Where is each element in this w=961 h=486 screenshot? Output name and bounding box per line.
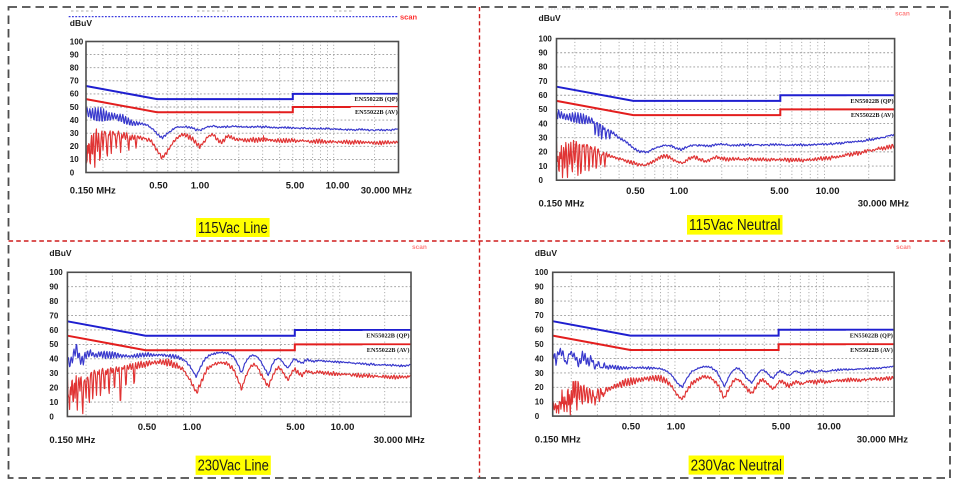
svg-text:80: 80 [539, 63, 548, 72]
svg-text:20: 20 [535, 383, 544, 392]
svg-text:scan: scan [895, 11, 910, 18]
svg-text:EN55022B (AV): EN55022B (AV) [355, 109, 398, 116]
svg-text:EN55022B (QP): EN55022B (QP) [850, 332, 893, 339]
svg-text:115Vac Line: 115Vac Line [198, 220, 268, 237]
svg-text:20: 20 [539, 148, 548, 157]
svg-text:100: 100 [49, 268, 63, 277]
svg-text:0.50: 0.50 [149, 180, 168, 191]
svg-text:50: 50 [70, 103, 79, 112]
svg-text:0: 0 [70, 168, 75, 177]
svg-text:80: 80 [49, 297, 58, 306]
svg-text:40: 40 [539, 119, 548, 128]
svg-text:30: 30 [49, 369, 58, 378]
svg-text:EN55022B (QP): EN55022B (QP) [366, 332, 409, 339]
svg-text:0.150 MHz: 0.150 MHz [49, 435, 95, 446]
svg-text:80: 80 [535, 297, 544, 306]
svg-text:dBuV: dBuV [49, 248, 72, 258]
svg-text:scan: scan [896, 244, 911, 251]
svg-text:0.150 MHz: 0.150 MHz [535, 434, 581, 445]
svg-text:90: 90 [535, 283, 544, 292]
svg-text:EN55022B (AV): EN55022B (AV) [851, 112, 894, 119]
svg-text:5.00: 5.00 [286, 422, 305, 433]
svg-text:5.00: 5.00 [770, 186, 789, 197]
svg-text:70: 70 [70, 77, 79, 86]
svg-text:10.00: 10.00 [331, 422, 355, 433]
svg-text:1.00: 1.00 [667, 422, 686, 433]
svg-text:50: 50 [539, 105, 548, 114]
svg-text:60: 60 [535, 326, 544, 335]
svg-text:30.000 MHz: 30.000 MHz [374, 435, 425, 446]
svg-text:0: 0 [539, 176, 544, 185]
svg-text:100: 100 [535, 268, 549, 277]
svg-text:1.00: 1.00 [670, 186, 689, 197]
svg-text:1.00: 1.00 [191, 180, 210, 191]
svg-text:0: 0 [49, 412, 54, 421]
svg-text:100: 100 [70, 37, 84, 46]
svg-text:1.00: 1.00 [183, 422, 202, 433]
svg-text:dBuV: dBuV [70, 18, 93, 28]
svg-text:10.00: 10.00 [817, 422, 841, 433]
svg-text:5.00: 5.00 [286, 180, 305, 191]
svg-text:230Vac Neutral: 230Vac Neutral [691, 457, 782, 474]
svg-text:30.000 MHz: 30.000 MHz [858, 198, 909, 209]
svg-text:20: 20 [49, 384, 58, 393]
svg-text:60: 60 [49, 326, 58, 335]
svg-text:EN55022B (AV): EN55022B (AV) [850, 347, 893, 354]
svg-text:30: 30 [535, 369, 544, 378]
svg-text:20: 20 [70, 142, 79, 151]
svg-text:scan: scan [400, 12, 418, 21]
svg-text:0.50: 0.50 [626, 186, 645, 197]
svg-text:EN55022B (QP): EN55022B (QP) [354, 96, 397, 103]
svg-text:30.000 MHz: 30.000 MHz [361, 185, 412, 196]
svg-text:10: 10 [49, 398, 58, 407]
svg-text:10.00: 10.00 [816, 186, 840, 197]
svg-text:scan: scan [412, 244, 427, 251]
svg-text:10: 10 [535, 398, 544, 407]
svg-text:50: 50 [49, 340, 58, 349]
svg-text:60: 60 [539, 91, 548, 100]
svg-text:40: 40 [49, 355, 58, 364]
svg-text:dBuV: dBuV [539, 13, 562, 23]
svg-text:40: 40 [70, 116, 79, 125]
svg-text:90: 90 [70, 50, 79, 59]
svg-text:115Vac Neutral: 115Vac Neutral [689, 217, 781, 234]
svg-text:EN55022B (QP): EN55022B (QP) [850, 98, 893, 105]
svg-text:0.50: 0.50 [622, 422, 641, 433]
svg-text:70: 70 [535, 311, 544, 320]
svg-text:dBuV: dBuV [535, 248, 558, 258]
svg-text:30: 30 [539, 134, 548, 143]
svg-text:100: 100 [539, 34, 553, 43]
svg-text:40: 40 [535, 354, 544, 363]
svg-text:0.50: 0.50 [138, 422, 157, 433]
svg-text:0.150 MHz: 0.150 MHz [539, 198, 585, 209]
svg-text:30: 30 [70, 129, 79, 138]
svg-text:60: 60 [70, 90, 79, 99]
svg-text:10: 10 [70, 155, 79, 164]
svg-text:30.000 MHz: 30.000 MHz [857, 434, 908, 445]
svg-text:0.150 MHz: 0.150 MHz [70, 185, 116, 196]
svg-text:0: 0 [535, 412, 540, 421]
svg-text:10.00: 10.00 [326, 180, 350, 191]
svg-text:50: 50 [535, 340, 544, 349]
svg-text:90: 90 [539, 49, 548, 58]
svg-text:10: 10 [539, 162, 548, 171]
svg-text:5.00: 5.00 [772, 422, 791, 433]
svg-text:EN55022B (AV): EN55022B (AV) [367, 347, 410, 354]
svg-text:230Vac Line: 230Vac Line [198, 458, 269, 475]
svg-text:70: 70 [539, 77, 548, 86]
svg-text:80: 80 [70, 64, 79, 73]
svg-text:70: 70 [49, 311, 58, 320]
svg-text:90: 90 [49, 283, 58, 292]
